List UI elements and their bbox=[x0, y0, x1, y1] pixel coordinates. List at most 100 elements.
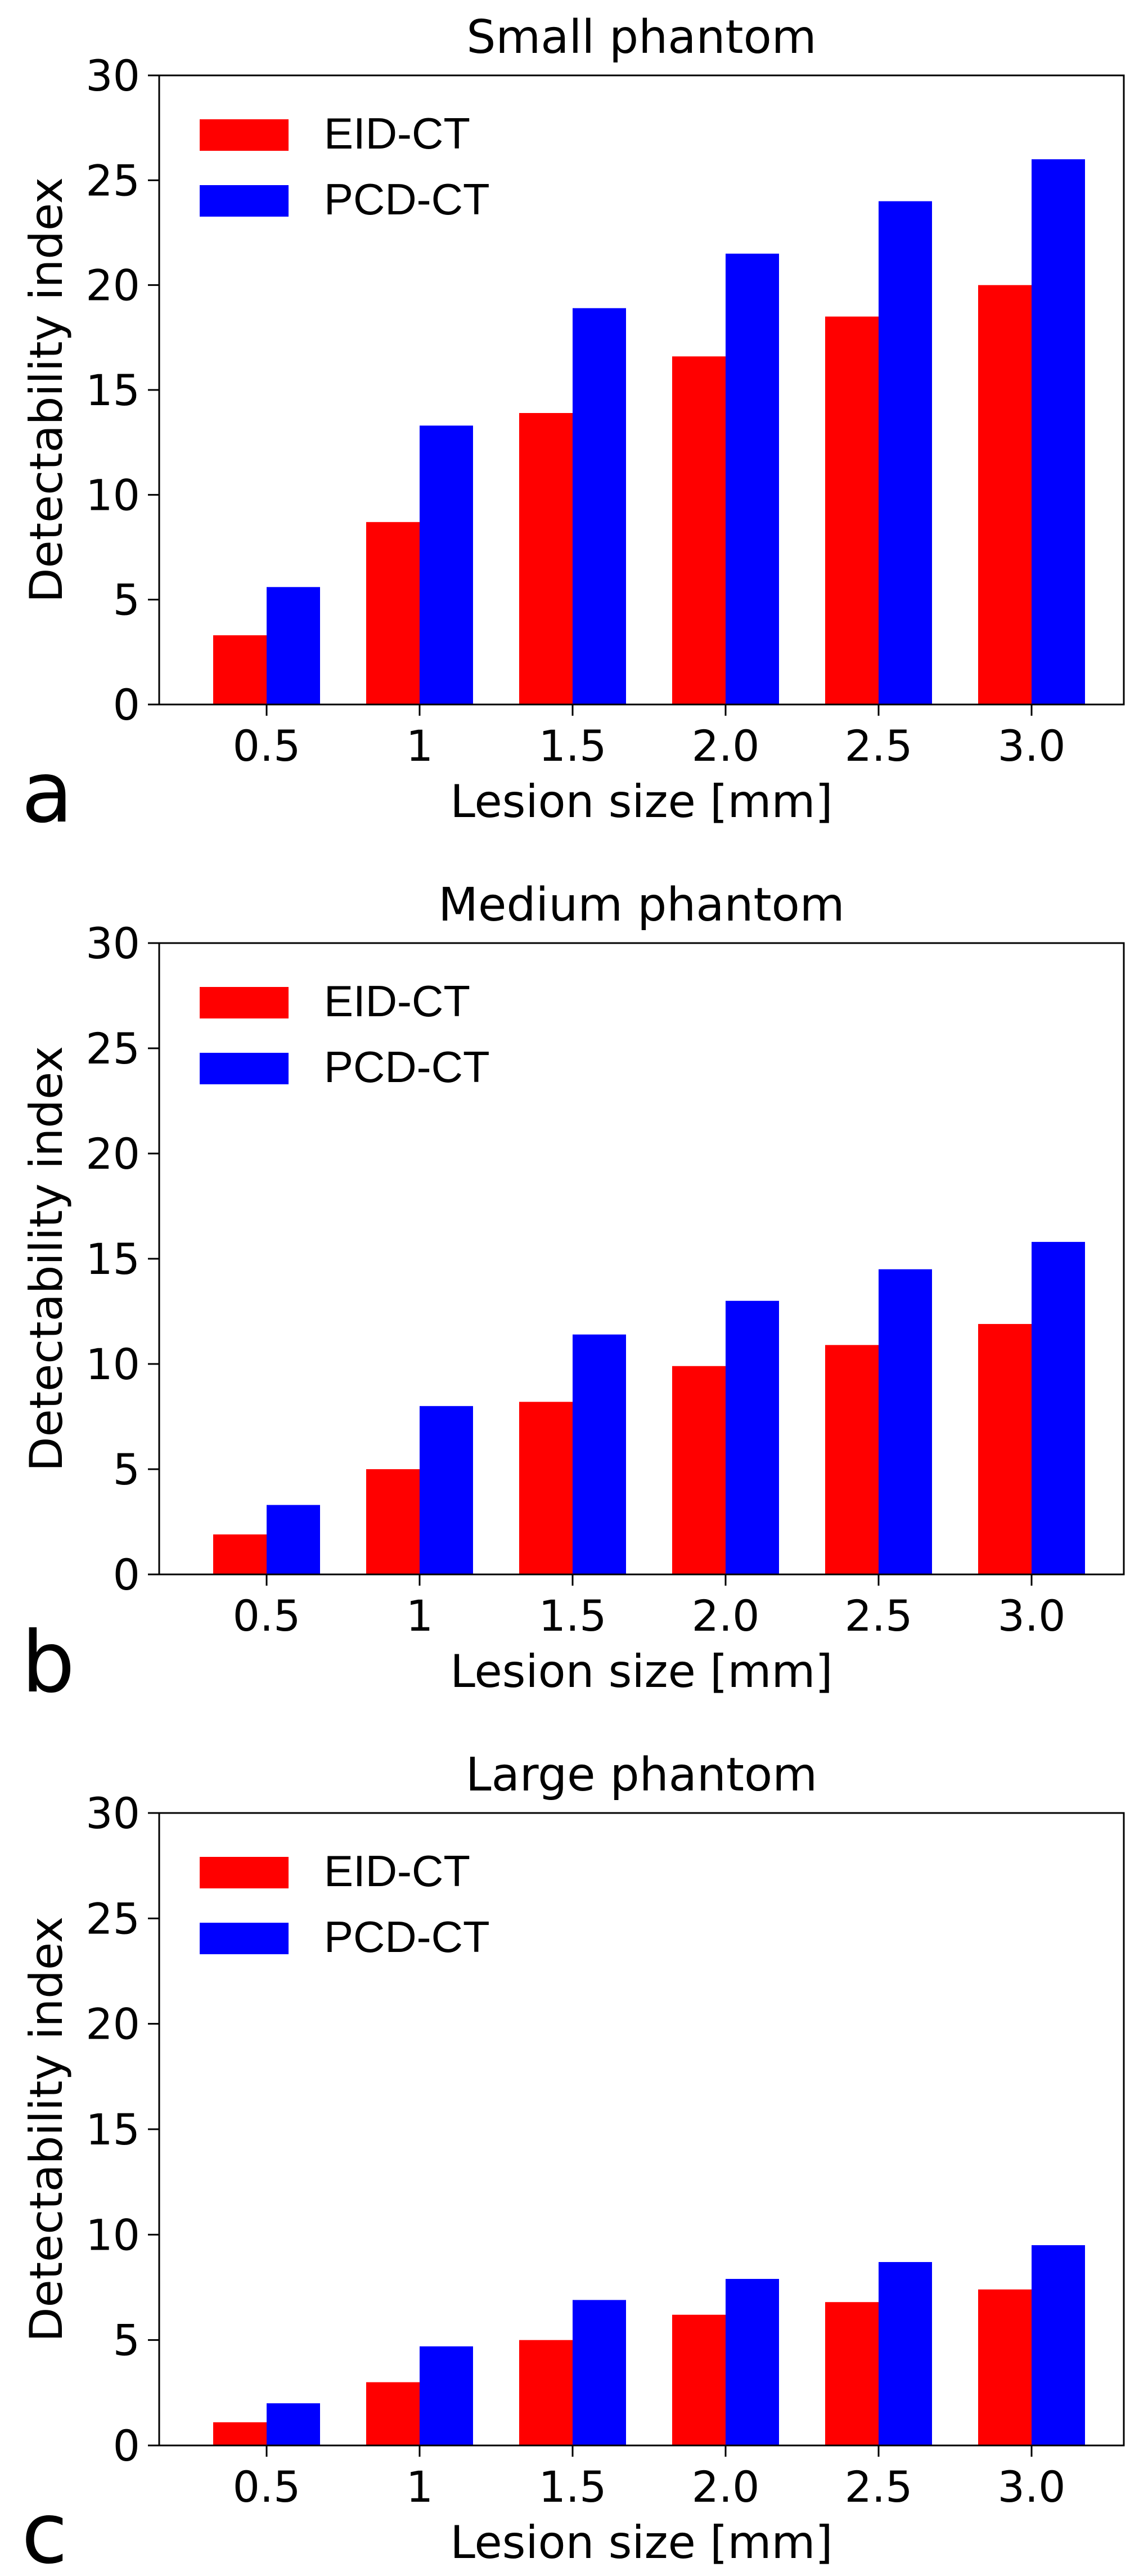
x-tick-label: 2.0 bbox=[692, 1591, 760, 1641]
y-tick-label: 0 bbox=[113, 680, 140, 730]
x-tick-label: 1 bbox=[406, 1591, 433, 1641]
y-tick-label: 20 bbox=[85, 261, 140, 311]
legend-label-pcd-ct: PCD-CT bbox=[324, 174, 490, 224]
x-tick-label: 2.5 bbox=[845, 2462, 913, 2512]
y-tick-label: 20 bbox=[85, 1999, 140, 2049]
bar-pcd-ct-3.0 bbox=[1032, 1242, 1085, 1574]
y-tick-label: 5 bbox=[113, 1444, 140, 1495]
y-tick-label: 30 bbox=[85, 51, 140, 101]
x-tick-label: 1.5 bbox=[539, 1591, 607, 1641]
bar-eid-ct-0.5 bbox=[213, 635, 267, 704]
bar-pcd-ct-1 bbox=[420, 1406, 473, 1574]
y-tick-label: 0 bbox=[113, 2421, 140, 2471]
x-tick-label: 0.5 bbox=[233, 721, 301, 771]
bar-pcd-ct-2.0 bbox=[726, 2279, 779, 2445]
bar-pcd-ct-2.0 bbox=[726, 253, 779, 704]
y-tick-label: 5 bbox=[113, 2315, 140, 2366]
bar-pcd-ct-3.0 bbox=[1032, 2245, 1085, 2445]
x-axis-label: Lesion size [mm] bbox=[450, 2516, 832, 2569]
legend-swatch-pcd-ct bbox=[200, 185, 289, 217]
bar-pcd-ct-0.5 bbox=[267, 2403, 320, 2445]
bar-eid-ct-3.0 bbox=[978, 1323, 1032, 1574]
bar-eid-ct-2.0 bbox=[672, 1366, 726, 1574]
bar-eid-ct-0.5 bbox=[213, 2422, 267, 2445]
bar-eid-ct-1.5 bbox=[519, 412, 573, 704]
x-tick-label: 1 bbox=[406, 721, 433, 771]
bar-pcd-ct-0.5 bbox=[267, 1505, 320, 1574]
bar-eid-ct-2.5 bbox=[825, 2302, 879, 2445]
legend-label-pcd-ct: PCD-CT bbox=[324, 1912, 490, 1962]
bar-pcd-ct-2.5 bbox=[879, 2262, 932, 2445]
y-tick-label: 20 bbox=[85, 1129, 140, 1179]
y-axis-label: Detectability index bbox=[20, 177, 73, 603]
legend-swatch-eid-ct bbox=[200, 987, 289, 1018]
x-tick-label: 2.0 bbox=[692, 721, 760, 771]
x-tick-label: 3.0 bbox=[998, 2462, 1066, 2512]
bar-eid-ct-1.5 bbox=[519, 2340, 573, 2445]
chart-title: Medium phantom bbox=[438, 878, 844, 932]
y-tick-label: 30 bbox=[85, 918, 140, 968]
legend-label-eid-ct: EID-CT bbox=[324, 109, 470, 158]
bar-pcd-ct-2.5 bbox=[879, 1269, 932, 1574]
bar-pcd-ct-2.5 bbox=[879, 201, 932, 705]
y-axis-label: Detectability index bbox=[20, 1917, 73, 2342]
y-tick-label: 30 bbox=[85, 1788, 140, 1838]
bar-eid-ct-2.0 bbox=[672, 356, 726, 704]
x-tick-label: 2.5 bbox=[845, 1591, 913, 1641]
x-tick-label: 0.5 bbox=[233, 2462, 301, 2512]
x-tick-label: 0.5 bbox=[233, 1591, 301, 1641]
y-tick-label: 25 bbox=[85, 1024, 140, 1074]
chart-title: Large phantom bbox=[466, 1748, 817, 1802]
y-tick-label: 25 bbox=[85, 1893, 140, 1944]
legend-swatch-pcd-ct bbox=[200, 1923, 289, 1954]
y-tick-label: 10 bbox=[85, 1339, 140, 1389]
y-tick-label: 0 bbox=[113, 1550, 140, 1600]
y-tick-label: 15 bbox=[85, 365, 140, 415]
bar-pcd-ct-1.5 bbox=[573, 1334, 626, 1574]
x-tick-label: 1 bbox=[406, 2462, 433, 2512]
bar-eid-ct-1.5 bbox=[519, 1402, 573, 1574]
x-tick-label: 1.5 bbox=[539, 2462, 607, 2512]
legend-label-eid-ct: EID-CT bbox=[324, 1846, 470, 1896]
x-tick-label: 3.0 bbox=[998, 1591, 1066, 1641]
bar-eid-ct-3.0 bbox=[978, 2289, 1032, 2445]
panel-letter: c bbox=[21, 2485, 67, 2576]
x-axis-label: Lesion size [mm] bbox=[450, 775, 832, 828]
bar-eid-ct-0.5 bbox=[213, 1534, 267, 1574]
panel-medium-phantom: 0 5 10 15 20 25 30 0.5 1 1.5 2.0 2.5 3.0 Medium phant… bbox=[20, 878, 1125, 1712]
legend-label-eid-ct: EID-CT bbox=[324, 976, 470, 1026]
x-tick-label: 2.0 bbox=[692, 2462, 760, 2512]
x-tick-label: 3.0 bbox=[998, 721, 1066, 771]
bar-eid-ct-2.5 bbox=[825, 316, 879, 704]
legend-label-pcd-ct: PCD-CT bbox=[324, 1042, 490, 1092]
bar-eid-ct-3.0 bbox=[978, 285, 1032, 705]
y-tick-label: 10 bbox=[85, 470, 140, 520]
bar-pcd-ct-3.0 bbox=[1032, 159, 1085, 705]
bar-eid-ct-1 bbox=[366, 1469, 420, 1574]
panel-letter: b bbox=[21, 1614, 75, 1712]
bar-eid-ct-2.0 bbox=[672, 2314, 726, 2445]
bar-pcd-ct-0.5 bbox=[267, 587, 320, 704]
x-tick-label: 2.5 bbox=[845, 721, 913, 771]
legend-swatch-pcd-ct bbox=[200, 1053, 289, 1084]
y-tick-label: 15 bbox=[85, 1234, 140, 1284]
panel-small-phantom: 0 5 10 15 20 25 30 0.5 1 1.5 2.0 2.5 3.0 Small phanto… bbox=[20, 11, 1125, 842]
x-axis-label: Lesion size [mm] bbox=[450, 1645, 832, 1698]
bar-pcd-ct-1.5 bbox=[573, 2300, 626, 2445]
bar-pcd-ct-1.5 bbox=[573, 308, 626, 704]
y-tick-label: 15 bbox=[85, 2104, 140, 2155]
bar-pcd-ct-2.0 bbox=[726, 1300, 779, 1574]
bar-eid-ct-2.5 bbox=[825, 1345, 879, 1574]
y-tick-label: 5 bbox=[113, 575, 140, 625]
bar-pcd-ct-1 bbox=[420, 425, 473, 704]
x-tick-label: 1.5 bbox=[539, 721, 607, 771]
chart-title: Small phantom bbox=[466, 11, 816, 64]
bar-pcd-ct-1 bbox=[420, 2346, 473, 2445]
bar-eid-ct-1 bbox=[366, 2382, 420, 2445]
panel-letter: a bbox=[21, 744, 73, 842]
y-axis-label: Detectability index bbox=[20, 1046, 73, 1471]
legend-swatch-eid-ct bbox=[200, 1857, 289, 1888]
panel-large-phantom: 0 5 10 15 20 25 30 0.5 1 1.5 2.0 2.5 3.0 Large phanto… bbox=[20, 1748, 1125, 2576]
y-tick-label: 10 bbox=[85, 2210, 140, 2260]
